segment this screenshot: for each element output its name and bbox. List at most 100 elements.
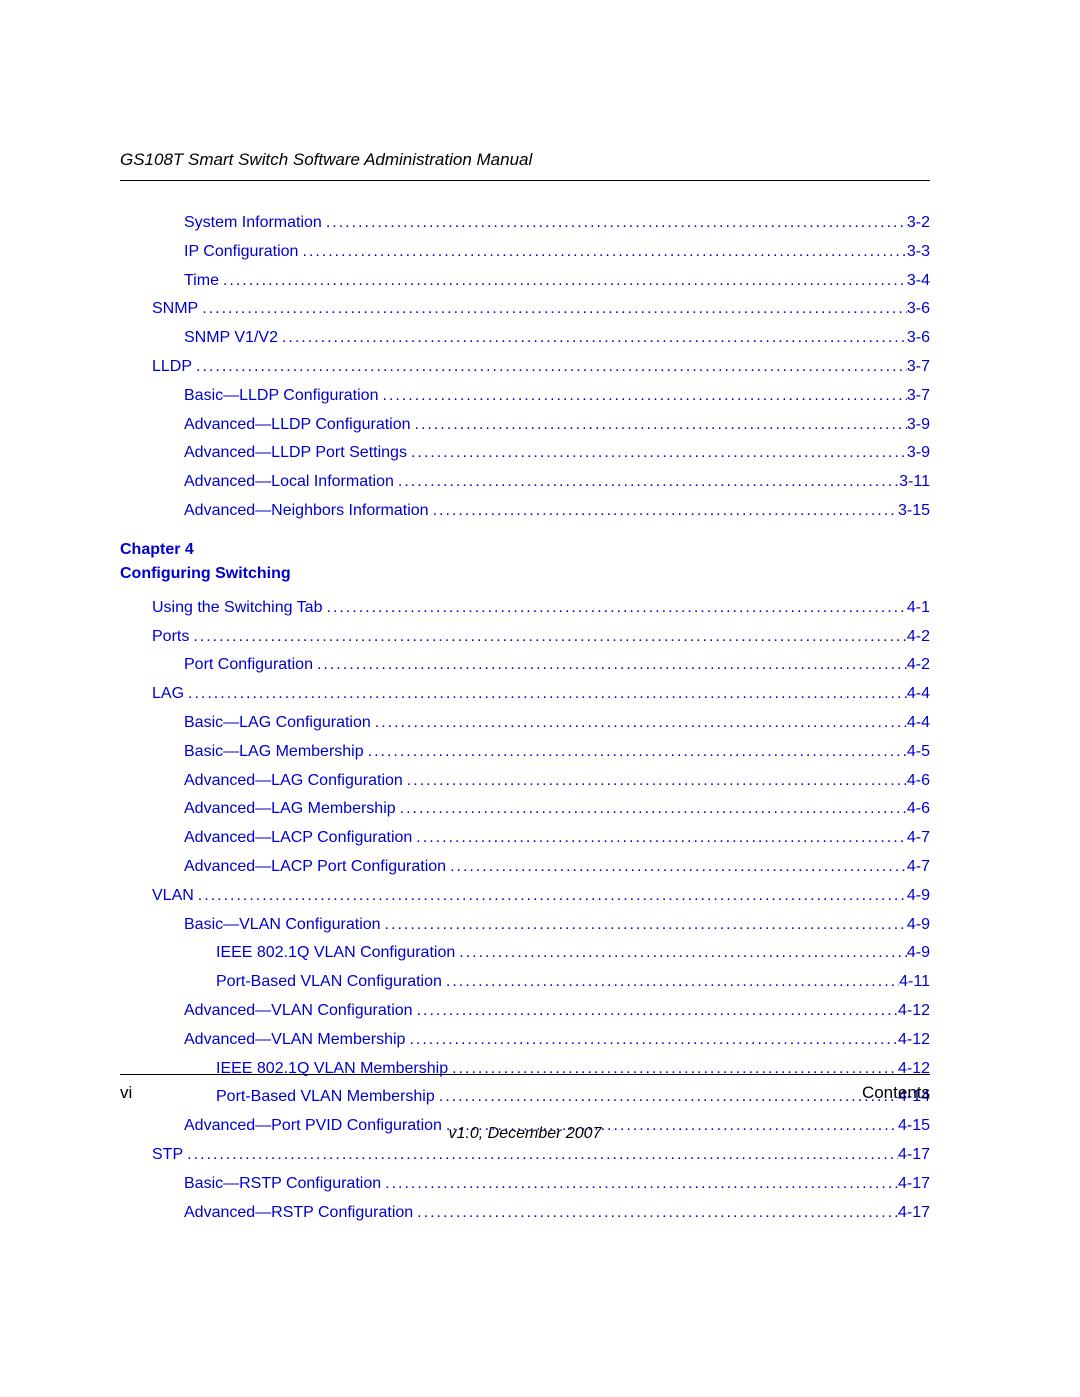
toc-entry[interactable]: Ports 4-2	[120, 623, 930, 652]
toc-entry-label: Advanced—VLAN Membership	[184, 1026, 405, 1055]
page-number: vi	[120, 1083, 132, 1103]
toc-entry-label: Basic—LAG Membership	[184, 738, 364, 767]
toc-entry-page: 3-3	[907, 238, 930, 267]
toc-entry-page: 3-9	[907, 439, 930, 468]
toc-leader-dots	[396, 795, 907, 824]
toc-entry-page: 4-11	[899, 968, 930, 997]
toc-entry-page: 4-9	[907, 911, 930, 940]
page-header: GS108T Smart Switch Software Administrat…	[120, 150, 930, 181]
toc-entry[interactable]: Port Configuration 4-2	[120, 651, 930, 680]
toc-entry-label: LAG	[152, 680, 184, 709]
toc-entry[interactable]: IP Configuration 3-3	[120, 238, 930, 267]
toc-leader-dots	[184, 680, 907, 709]
toc-entry[interactable]: Advanced—LLDP Port Settings 3-9	[120, 439, 930, 468]
toc-entry-label: Advanced—LAG Membership	[184, 795, 396, 824]
toc-entry[interactable]: Advanced—Local Information 3-11	[120, 468, 930, 497]
toc-entry-label: Advanced—RSTP Configuration	[184, 1199, 413, 1228]
toc-entry-label: Time	[184, 267, 219, 296]
version-label: v1.0, December 2007	[120, 1125, 930, 1143]
toc-entry-page: 3-7	[907, 353, 930, 382]
toc-entry[interactable]: Advanced—VLAN Configuration 4-12	[120, 997, 930, 1026]
toc-entry[interactable]: Basic—VLAN Configuration 4-9	[120, 911, 930, 940]
toc-leader-dots	[189, 623, 907, 652]
toc-entry[interactable]: Basic—LAG Configuration 4-4	[120, 709, 930, 738]
toc-entry-label: Advanced—VLAN Configuration	[184, 997, 413, 1026]
toc-entry-label: Advanced—Local Information	[184, 468, 394, 497]
chapter-number: Chapter 4	[120, 538, 930, 562]
toc-entry[interactable]: Basic—LAG Membership 4-5	[120, 738, 930, 767]
toc-leader-dots	[278, 324, 907, 353]
toc-entry[interactable]: Advanced—LAG Membership 4-6	[120, 795, 930, 824]
toc-entry[interactable]: LAG 4-4	[120, 680, 930, 709]
toc-leader-dots	[298, 238, 906, 267]
toc-entry-label: Advanced—Neighbors Information	[184, 497, 429, 526]
toc-entry-label: STP	[152, 1141, 183, 1170]
toc-entry[interactable]: System Information 3-2	[120, 209, 930, 238]
toc-leader-dots	[412, 824, 907, 853]
toc-entry[interactable]: Basic—RSTP Configuration 4-17	[120, 1170, 930, 1199]
toc-entry-page: 3-15	[898, 497, 930, 526]
toc-leader-dots	[322, 594, 906, 623]
toc-entry[interactable]: SNMP V1/V2 3-6	[120, 324, 930, 353]
toc-entry-label: SNMP	[152, 295, 198, 324]
toc-entry-page: 4-7	[907, 824, 930, 853]
toc-entry[interactable]: SNMP 3-6	[120, 295, 930, 324]
toc-entry[interactable]: Using the Switching Tab 4-1	[120, 594, 930, 623]
toc-entry-page: 4-4	[907, 709, 930, 738]
toc-leader-dots	[313, 651, 907, 680]
toc-leader-dots	[394, 468, 899, 497]
toc-entry[interactable]: Advanced—LLDP Configuration 3-9	[120, 411, 930, 440]
toc-entry-label: Basic—RSTP Configuration	[184, 1170, 381, 1199]
toc-entry-label: Ports	[152, 623, 189, 652]
toc-leader-dots	[183, 1141, 898, 1170]
toc-entry[interactable]: STP 4-17	[120, 1141, 930, 1170]
toc-entry[interactable]: LLDP 3-7	[120, 353, 930, 382]
toc-entry[interactable]: IEEE 802.1Q VLAN Configuration 4-9	[120, 939, 930, 968]
toc-leader-dots	[405, 1026, 898, 1055]
toc-leader-dots	[455, 939, 907, 968]
toc-leader-dots	[192, 353, 907, 382]
toc-entry-page: 4-2	[907, 623, 930, 652]
toc-entry[interactable]: Port-Based VLAN Configuration 4-11	[120, 968, 930, 997]
toc-leader-dots	[411, 411, 907, 440]
toc-leader-dots	[413, 1199, 898, 1228]
chapter-title: Configuring Switching	[120, 562, 930, 586]
footer-rule	[120, 1074, 930, 1075]
toc-entry-page: 4-6	[907, 795, 930, 824]
toc-leader-dots	[403, 767, 907, 796]
toc-entry-page: 3-2	[907, 209, 930, 238]
toc-entry-page: 4-9	[907, 939, 930, 968]
toc-entry[interactable]: Advanced—VLAN Membership 4-12	[120, 1026, 930, 1055]
toc-entry-page: 4-1	[907, 594, 930, 623]
toc-entry-page: 3-6	[907, 295, 930, 324]
toc-entry-label: Port-Based VLAN Configuration	[216, 968, 442, 997]
toc-entry[interactable]: Time 3-4	[120, 267, 930, 296]
toc-leader-dots	[219, 267, 907, 296]
toc-leader-dots	[429, 497, 898, 526]
toc-entry-page: 4-4	[907, 680, 930, 709]
toc-entry-label: IEEE 802.1Q VLAN Configuration	[216, 939, 455, 968]
toc-entry-label: VLAN	[152, 882, 194, 911]
toc-entry-page: 3-9	[907, 411, 930, 440]
toc-entry-page: 4-17	[898, 1170, 930, 1199]
toc-entry[interactable]: Advanced—RSTP Configuration 4-17	[120, 1199, 930, 1228]
toc-leader-dots	[364, 738, 907, 767]
toc-entry-page: 4-12	[898, 997, 930, 1026]
toc-entry-label: Advanced—LACP Port Configuration	[184, 853, 446, 882]
toc-leader-dots	[322, 209, 907, 238]
toc-entry[interactable]: Advanced—LACP Configuration 4-7	[120, 824, 930, 853]
toc-entry[interactable]: Advanced—LACP Port Configuration 4-7	[120, 853, 930, 882]
toc-leader-dots	[442, 968, 899, 997]
page-content: GS108T Smart Switch Software Administrat…	[120, 150, 930, 1227]
toc-entry[interactable]: Advanced—LAG Configuration 4-6	[120, 767, 930, 796]
toc-leader-dots	[407, 439, 907, 468]
toc-entry-page: 4-9	[907, 882, 930, 911]
toc-entry-label: Advanced—LAG Configuration	[184, 767, 403, 796]
toc-leader-dots	[371, 709, 907, 738]
toc-entry[interactable]: VLAN 4-9	[120, 882, 930, 911]
chapter-heading[interactable]: Chapter 4 Configuring Switching	[120, 538, 930, 586]
toc-leader-dots	[413, 997, 898, 1026]
toc-entry-label: Basic—LLDP Configuration	[184, 382, 378, 411]
toc-entry[interactable]: Advanced—Neighbors Information 3-15	[120, 497, 930, 526]
toc-entry[interactable]: Basic—LLDP Configuration 3-7	[120, 382, 930, 411]
